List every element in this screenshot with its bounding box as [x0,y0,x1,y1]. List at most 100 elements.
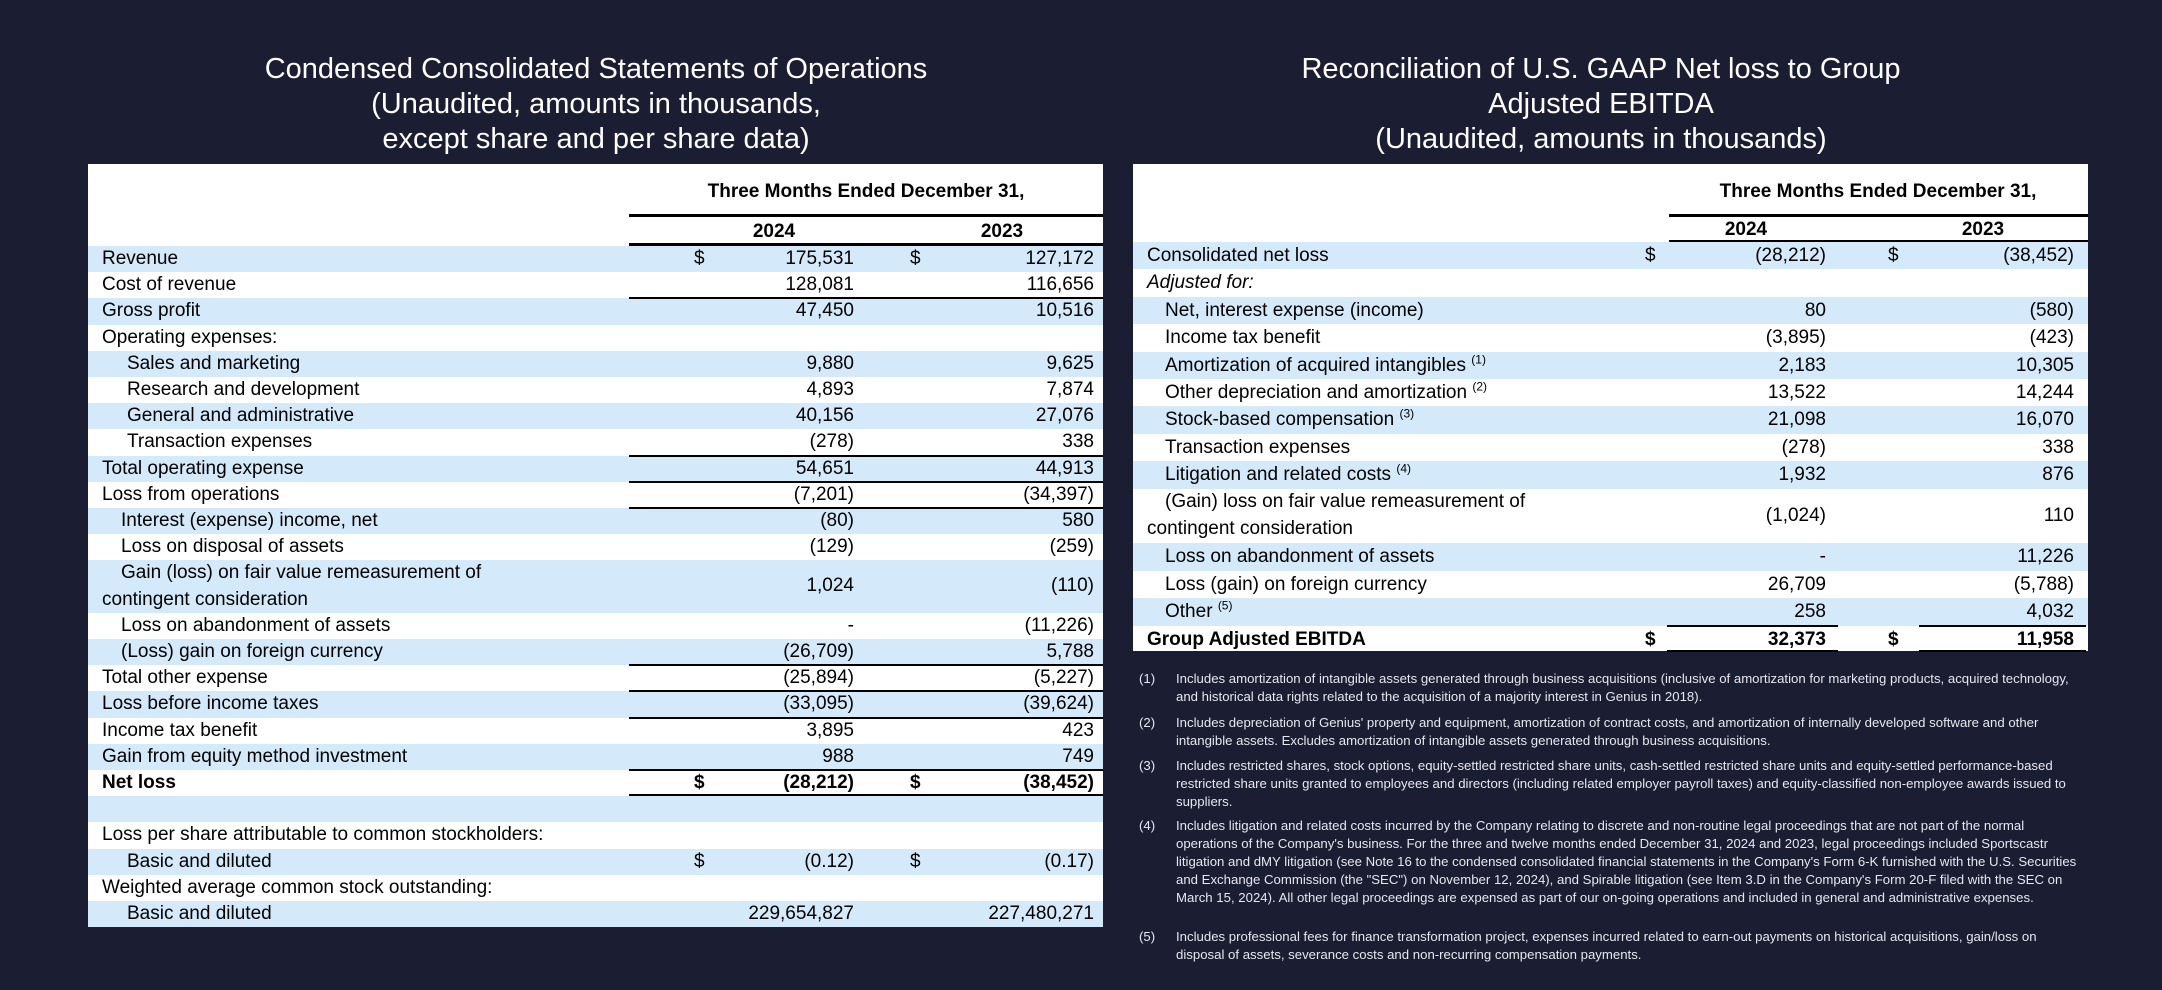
row-label-text: (Loss) gain on foreign currency [121,641,383,662]
row-label-text: Cost of revenue [102,274,237,296]
left-title-line: Condensed Consolidated Statements of Ope… [264,53,928,85]
row-label-text: Other [1165,601,1213,623]
footnote-reference: (2) [1472,379,1488,394]
row-label-text: Adjusted for: [1147,272,1254,294]
row-label: Total other expense [102,665,268,691]
underline-rule [629,769,1103,771]
row-label-text: Loss (gain) on foreign currency [1165,573,1427,595]
value-2023: 110 [2043,505,2074,527]
value-2024: 229,654,827 [748,903,854,924]
value-2023: 338 [1062,431,1094,453]
row-label: Transaction expenses [1165,434,1350,461]
row-label: General and administrative [127,403,354,429]
value-2024: 128,081 [785,274,854,296]
table-row: Gain from equity method investment 988 749 [88,743,1103,770]
currency-symbol: $ [694,772,705,793]
row-label: Loss before income taxes [102,691,319,717]
table-row: Basic and diluted $ (0.12) $ (0.17) [88,848,1103,875]
currency-symbol: $ [910,772,921,793]
row-label-text: Consolidated net loss [1147,245,1329,266]
table-row: Amortization of acquired intangibles (1)… [1133,351,2088,379]
value-2024: (26,709) [783,641,854,662]
value-2024: (0.12) [804,850,854,872]
table-row: Interest (expense) income, net (80) 580 [88,508,1103,535]
row-label: (Loss) gain on foreign currency [121,639,383,665]
footnote-reference: (1) [1471,352,1486,367]
value-2023: (0.17) [1044,850,1094,872]
currency-symbol: $ [910,248,921,269]
table-row: Loss on abandonment of assets - 11,226 [1133,543,2088,571]
row-label: Litigation and related costs (4) [1165,461,1411,488]
underline-rule [629,664,1103,667]
table-row: Loss (gain) on foreign currency 26,709 (5,… [1133,571,2088,598]
row-label: Weighted average common stock outstandin… [102,875,492,901]
row-label-text: Transaction expenses [1165,436,1351,458]
footnote-reference: (5) [1217,598,1233,613]
value-2023: (580) [2029,299,2074,321]
year-header-2024: 2024 [1724,219,1768,240]
footnote-number: (3) [1139,758,1156,773]
row-label-text: Sales and marketing [127,352,301,374]
row-label: Loss on abandonment of assets [121,613,390,639]
row-label: Revenue [102,246,178,272]
value-2024: 1,024 [806,575,854,597]
value-2024: (80) [820,510,854,531]
value-2023: 338 [2042,436,2074,458]
currency-symbol: $ [694,248,705,269]
value-2023: (5,788) [2013,573,2074,595]
row-label: Other (5) [1165,598,1232,625]
value-2023: 44,913 [1035,457,1094,479]
table-row: Loss on disposal of assets (129) (259) [88,534,1103,560]
right-title-line: Reconciliation of U.S. GAAP Net loss to … [1301,53,1901,85]
table-row [88,796,1103,823]
row-label-text: Net, interest expense (income) [1165,299,1424,321]
value-2023: (38,452) [2003,245,2074,266]
value-2024: - [1819,546,1826,568]
value-2023: 749 [1062,745,1094,767]
table-row: Adjusted for: [1133,269,2088,296]
footnote-text: Includes professional fees for finance t… [1176,929,2037,962]
value-2024: 4,893 [806,379,854,400]
ebitda-reconciliation-table: Three Months Ended December 31, 2024 202… [1133,164,2088,652]
table-row: Loss from operations (7,201) (34,397) [88,482,1103,508]
row-label-text: Loss before income taxes [102,693,319,715]
table-row: Loss per share attributable to common st… [88,822,1103,848]
value-2024: (1,024) [1765,505,1826,527]
value-2024: 258 [1794,601,1826,623]
table-row: Transaction expenses (278) 338 [88,429,1103,455]
header-divider [1669,214,2088,217]
table-row: Consolidated net loss $ (28,212) $ (38,452) [1133,242,2088,270]
footnote-reference: (3) [1399,407,1415,422]
value-2024: (3,895) [1765,327,1826,349]
value-2023: (11,226) [1024,614,1094,636]
value-2024: 988 [822,745,854,767]
table-row: Net loss $ (28,212) $ (38,452) [88,770,1103,796]
row-label-text: Basic and diluted [127,903,272,924]
row-label-text: Loss per share attributable to common st… [102,824,544,846]
footnote-text: Includes depreciation of Genius' propert… [1176,715,2039,748]
footnote-reference: (4) [1396,461,1411,476]
value-2024: - [847,614,854,636]
value-2024: (28,212) [1755,245,1826,266]
row-label-text: Loss on abandonment of assets [121,614,391,636]
row-label-text: Weighted average common stock outstandin… [102,876,493,898]
row-label-text: Loss on disposal of assets [121,536,344,558]
footnote-text: Includes restricted shares, stock option… [1176,758,2066,809]
value-2023: 5,788 [1046,641,1094,662]
row-label: Amortization of acquired intangibles (1) [1165,352,1486,379]
row-label: Net, interest expense (income) [1165,297,1424,324]
underline-rule [1667,624,1838,627]
table-row: General and administrative 40,156 27,076 [88,403,1103,430]
value-2024: 40,156 [795,405,854,427]
table-row: Gain (loss) on fair value remeasurement … [88,560,1103,613]
row-label: Basic and diluted [127,849,272,875]
table-row: (Loss) gain on foreign currency (26,709) 5… [88,639,1103,666]
table-row: Other depreciation and amortization (2) 1… [1133,379,2088,406]
row-label: Loss from operations [102,482,279,508]
value-2023: (423) [2029,327,2074,349]
table-row: Operating expenses: [88,325,1103,351]
left-title-line: (Unaudited, amounts in thousands, [371,88,821,120]
table-row: Sales and marketing 9,880 9,625 [88,350,1103,377]
value-2023: 10,305 [2015,354,2074,376]
row-label: Sales and marketing [127,351,300,377]
